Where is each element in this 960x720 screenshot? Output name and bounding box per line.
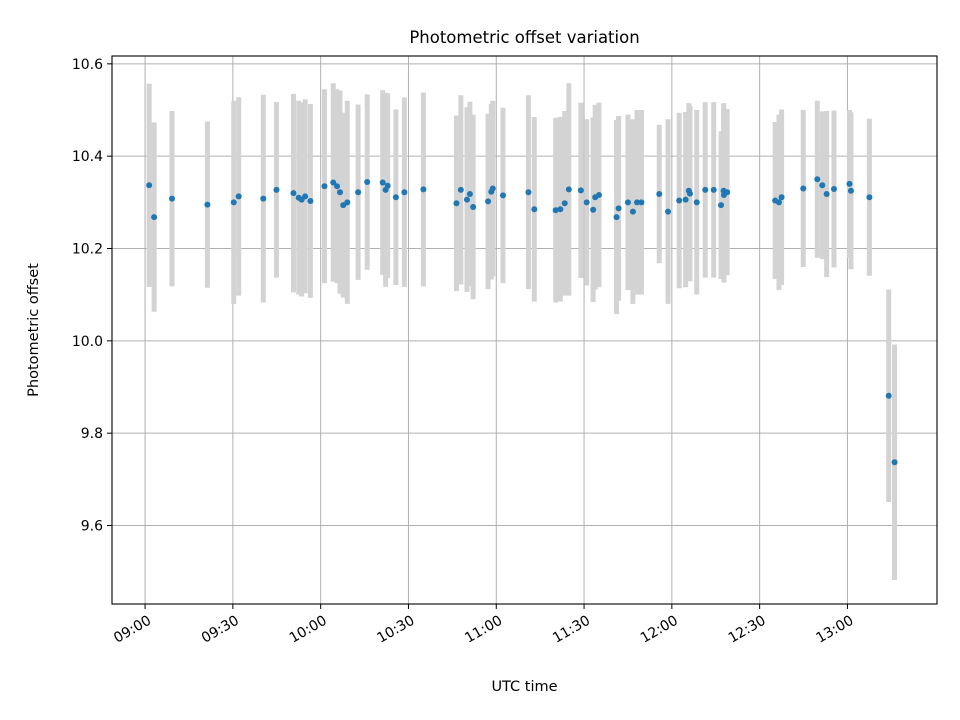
y-axis: 9.6 9.8 10.0 10.2 10.4 10.6 [72, 57, 112, 535]
data-point [168, 195, 175, 202]
data-point [235, 193, 242, 200]
y-tick-label: 10.4 [72, 149, 103, 165]
data-point [151, 214, 158, 221]
data-point [800, 185, 807, 192]
data-point [499, 192, 506, 199]
data-point [823, 191, 830, 198]
y-axis-label: Photometric offset [26, 263, 42, 397]
data-point [583, 199, 590, 206]
data-point [595, 191, 602, 198]
data-point [624, 199, 631, 206]
x-tick-label: 11:00 [462, 613, 505, 647]
data-point [702, 186, 709, 193]
data-point [615, 205, 622, 212]
data-point [710, 186, 717, 193]
data-point [665, 208, 672, 215]
data-point [466, 191, 473, 198]
data-point [384, 182, 391, 189]
data-point [590, 206, 597, 213]
x-tick-label: 10:00 [287, 613, 330, 647]
data-point [307, 197, 314, 204]
data-point [334, 183, 341, 190]
y-tick-label: 10.6 [72, 57, 103, 73]
data-point [656, 191, 663, 198]
data-point [814, 176, 821, 183]
data-point [819, 182, 826, 189]
data-point [146, 182, 153, 189]
data-point [401, 189, 408, 196]
data-point [330, 179, 337, 186]
data-point [778, 194, 785, 201]
y-tick-label: 9.8 [81, 426, 103, 442]
data-point [470, 203, 477, 210]
data-point [489, 185, 496, 192]
y-tick-label: 10.2 [72, 242, 103, 258]
data-point [531, 206, 538, 213]
x-axis-label: UTC time [491, 679, 557, 695]
errorbars [146, 83, 898, 580]
data-point [344, 199, 351, 206]
data-point [336, 189, 343, 196]
x-tick-label: 12:00 [638, 613, 681, 647]
x-tick-label: 09:30 [199, 613, 242, 647]
data-point [676, 197, 683, 204]
data-point [693, 199, 700, 206]
x-axis: 09:00 09:30 10:00 10:30 11:00 11:30 12:00 12:30… [111, 604, 856, 647]
data-point [613, 214, 620, 221]
data-point [629, 208, 636, 215]
data-point [638, 199, 645, 206]
data-point [565, 186, 572, 193]
data-point [302, 193, 309, 200]
x-tick-label: 10:30 [375, 613, 418, 647]
y-tick-label: 10.0 [72, 334, 103, 350]
data-point [830, 185, 837, 192]
data-point [525, 189, 532, 196]
data-point [847, 187, 854, 194]
data-point [552, 207, 559, 214]
data-point [364, 179, 371, 186]
data-point [379, 179, 386, 186]
data-point [457, 186, 464, 193]
x-tick-label: 12:30 [726, 613, 769, 647]
data-point [891, 459, 898, 466]
data-point [321, 183, 328, 190]
x-tick-label: 11:30 [550, 613, 593, 647]
data-point [885, 392, 892, 399]
data-point [724, 189, 731, 196]
data-point [485, 198, 492, 205]
data-point [557, 206, 564, 213]
data-point [866, 194, 873, 201]
data-point [634, 199, 641, 206]
data-point [846, 180, 853, 187]
data-point [273, 186, 280, 193]
data-point [561, 200, 568, 207]
data-point [355, 189, 362, 196]
data-point [290, 190, 297, 197]
x-tick-label: 09:00 [111, 613, 154, 647]
x-tick-label: 13:00 [813, 613, 856, 647]
data-point [775, 199, 782, 206]
data-point [230, 199, 237, 206]
data-point [260, 195, 267, 202]
data-point [392, 194, 399, 201]
data-point [453, 200, 460, 207]
data-point [686, 190, 693, 197]
data-point [718, 202, 725, 209]
data-point [577, 187, 584, 194]
data-point [420, 186, 427, 193]
data-point [463, 196, 470, 203]
grid [112, 56, 937, 604]
chart-title: Photometric offset variation [409, 28, 639, 47]
data-point [204, 201, 211, 208]
points [146, 176, 898, 466]
plot-area [111, 55, 938, 605]
y-tick-label: 9.6 [81, 519, 103, 535]
data-point [682, 196, 689, 203]
